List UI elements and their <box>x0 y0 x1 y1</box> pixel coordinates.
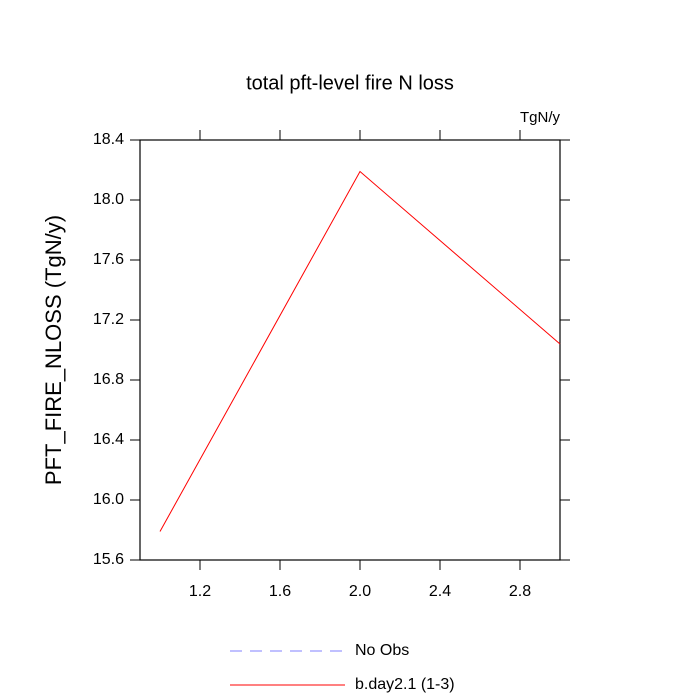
x-tick-label: 2.4 <box>429 583 451 600</box>
x-tick-label: 1.6 <box>269 583 291 600</box>
y-tick-label: 16.4 <box>93 431 124 448</box>
units-label: TgN/y <box>520 109 561 126</box>
x-tick-label: 2.8 <box>509 583 531 600</box>
x-tick-label: 2.0 <box>349 583 371 600</box>
y-tick-label: 15.6 <box>93 551 124 568</box>
y-tick-label: 16.8 <box>93 371 124 388</box>
legend-label: b.day2.1 (1-3) <box>355 676 455 693</box>
legend-label: No Obs <box>355 642 409 659</box>
chart-title: total pft-level fire N loss <box>246 72 454 94</box>
y-tick-label: 18.4 <box>93 131 124 148</box>
y-tick-label: 18.0 <box>93 191 124 208</box>
y-axis-label: PFT_FIRE_NLOSS (TgN/y) <box>41 215 66 485</box>
y-tick-label: 17.6 <box>93 251 124 268</box>
plot-frame <box>139 139 561 561</box>
y-tick-label: 16.0 <box>93 491 124 508</box>
y-tick-label: 17.2 <box>93 311 124 328</box>
x-tick-label: 1.2 <box>189 583 211 600</box>
series-line <box>159 170 561 532</box>
